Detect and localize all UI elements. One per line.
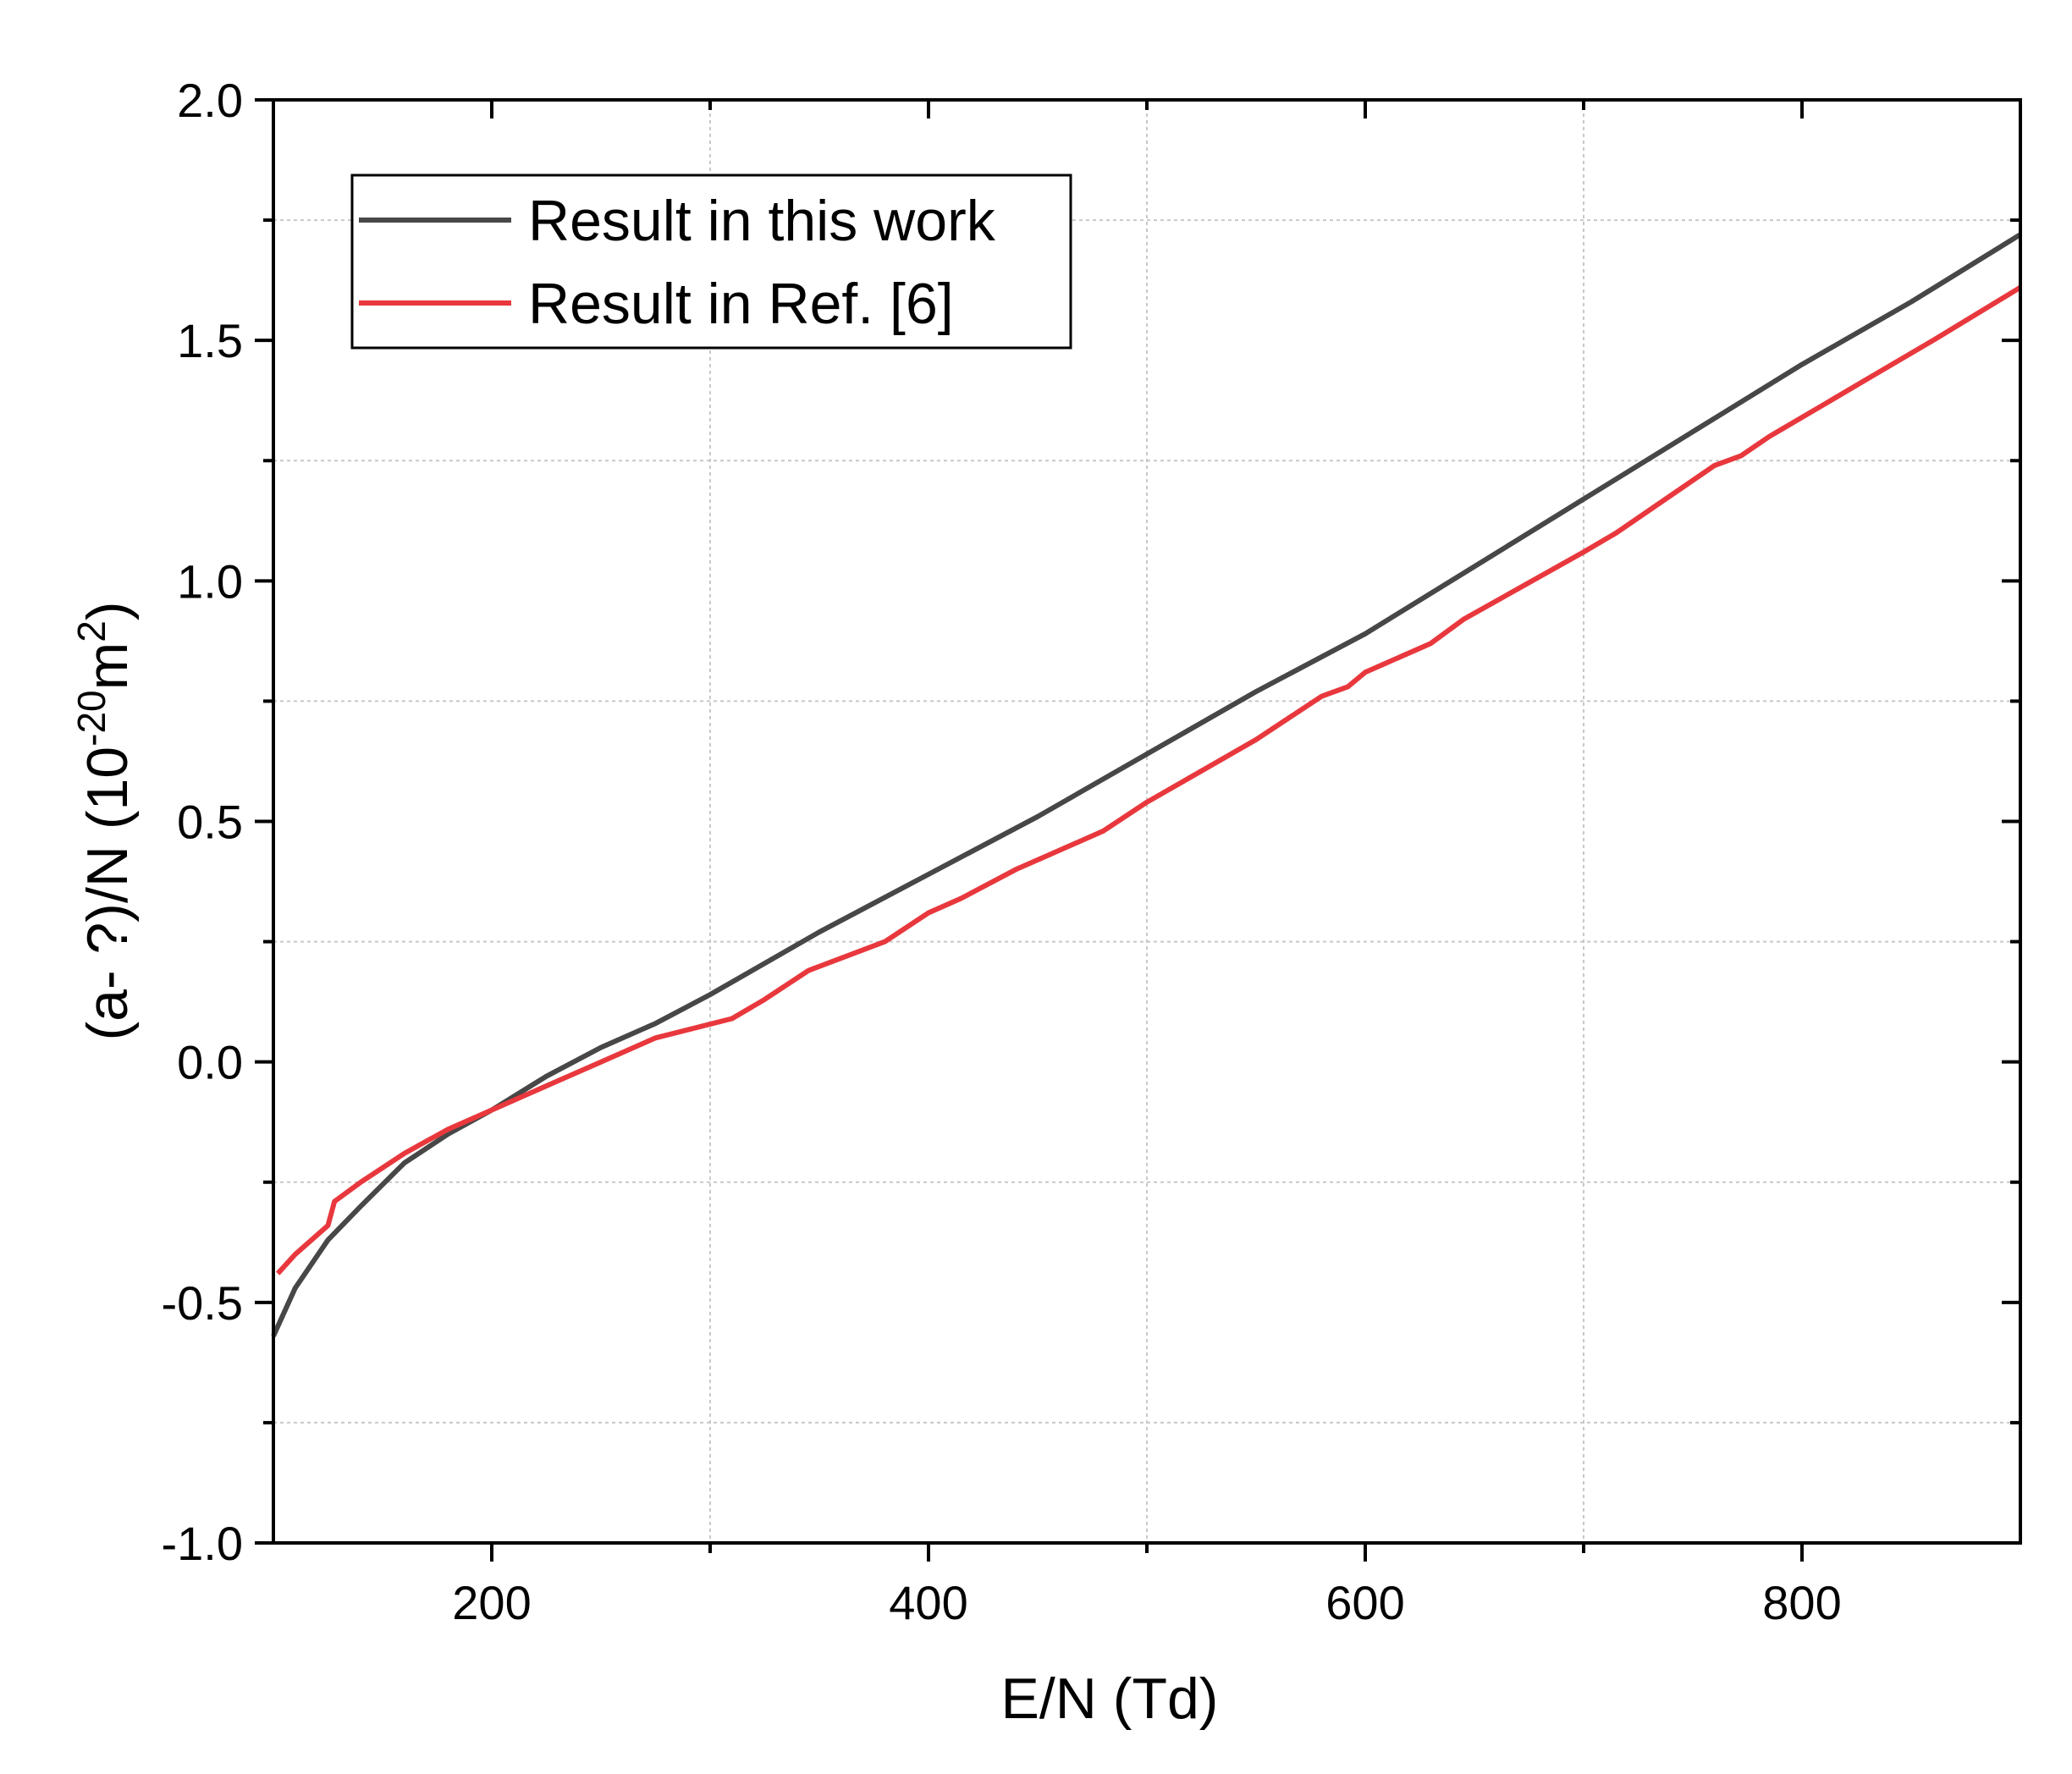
y-label-part: m <box>75 642 140 691</box>
y-tick-label: -0.5 <box>162 1276 244 1330</box>
legend-label: Result in this work <box>528 189 996 253</box>
y-tick-label: 0.5 <box>177 796 243 849</box>
series-line <box>275 285 2022 1275</box>
x-tick-label: 200 <box>452 1576 531 1629</box>
y-tick-label: 2.0 <box>177 74 243 127</box>
y-label-sup: 2 <box>69 620 113 642</box>
y-axis-label: (a- ?)/N (10-20m2) <box>69 601 140 1040</box>
plot-frame <box>272 98 2022 1545</box>
y-label-part: (a- ?)/N (10 <box>75 747 140 1041</box>
y-tick-label: 1.5 <box>177 314 243 367</box>
legend-box <box>350 174 1072 350</box>
y-tick-label: 0.0 <box>177 1036 243 1089</box>
x-tick-label: 400 <box>889 1576 967 1629</box>
y-label-sup: -20 <box>69 690 113 746</box>
y-tick-label: 1.0 <box>177 554 243 608</box>
x-tick-label: 800 <box>1762 1576 1841 1629</box>
legend-label: Result in Ref. [6] <box>528 272 954 336</box>
series-line <box>271 232 2022 1337</box>
x-axis-label: E/N (Td) <box>1001 1667 1219 1731</box>
y-tick-label: -1.0 <box>162 1517 244 1570</box>
x-tick-label: 600 <box>1325 1576 1404 1629</box>
y-label-part: ) <box>75 601 140 620</box>
